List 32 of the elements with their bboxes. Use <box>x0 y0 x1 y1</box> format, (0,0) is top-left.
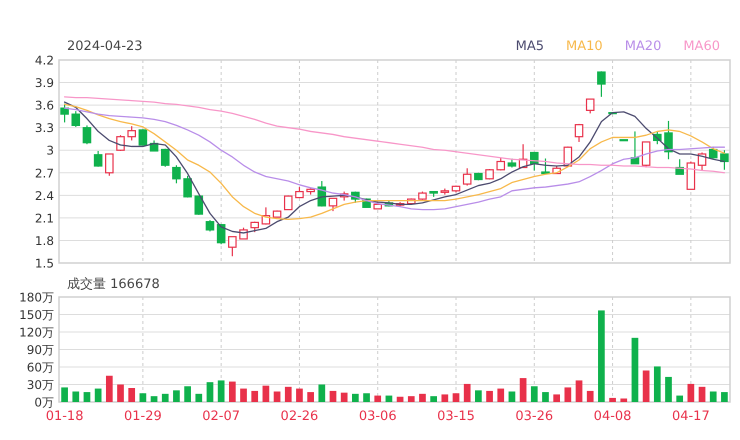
text: MA10 <box>566 39 603 54</box>
y-tick-label: 120万 <box>19 326 54 340</box>
y-tick-label: 1.5 <box>34 256 54 270</box>
x-tick-label: 04-08 <box>594 409 632 424</box>
y-tick-label: 150万 <box>19 308 54 322</box>
y-tick-label: 3 <box>46 144 54 158</box>
y-tick-label: 3.6 <box>34 98 54 113</box>
y-tick-label: 180万 <box>19 290 54 304</box>
y-tick-label: 2.7 <box>34 166 54 180</box>
x-tick-label: 01-18 <box>46 409 84 424</box>
chart-title: 成交量 166678 <box>67 276 160 292</box>
x-tick-label: 02-26 <box>280 409 318 424</box>
y-tick-label: 2.1 <box>34 211 54 226</box>
y-tick-label: 3.3 <box>34 121 54 136</box>
y-tick-label: 90万 <box>26 343 54 357</box>
text: MA5 <box>516 39 544 54</box>
x-tick-label: 03-15 <box>437 409 475 424</box>
x-tick-label: 02-07 <box>202 409 240 424</box>
y-tick-label: 0万 <box>34 396 54 410</box>
y-tick-label: 30万 <box>26 378 54 392</box>
text: MA20 <box>624 39 662 54</box>
y-tick-label: 3.9 <box>34 76 54 90</box>
y-tick-label: 4.2 <box>34 54 54 68</box>
y-tick-label: 2.4 <box>34 188 54 203</box>
x-tick-label: 03-26 <box>515 409 554 424</box>
y-tick-label: 60万 <box>26 360 54 374</box>
x-tick-label: 04-17 <box>672 409 710 424</box>
x-tick-label: 03-06 <box>358 409 397 424</box>
y-tick-label: 1.8 <box>34 234 54 248</box>
text: MA60 <box>683 39 720 54</box>
chart-title: 2024-04-23 <box>67 39 143 54</box>
x-tick-label: 01-29 <box>124 409 162 424</box>
